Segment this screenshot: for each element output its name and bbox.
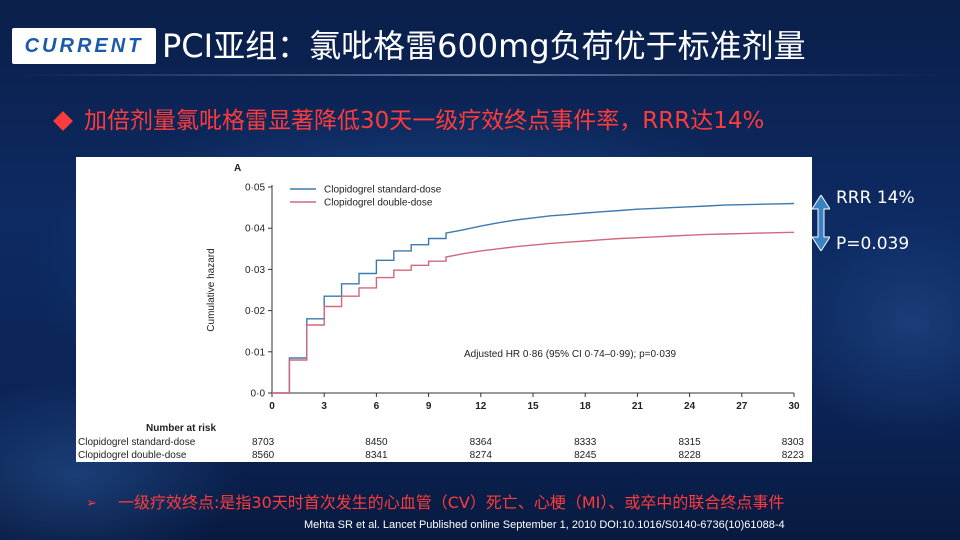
series-line-double-dose xyxy=(272,231,795,394)
series-line-standard-dose xyxy=(272,202,795,394)
x-tick-label: 21 xyxy=(632,401,644,412)
p-value-label: P=0.039 xyxy=(836,234,910,254)
risk-row-label: Clopidogrel double-dose xyxy=(78,450,187,461)
risk-table-title: Number at risk xyxy=(146,423,216,434)
risk-count: 8560 xyxy=(252,450,275,461)
y-tick-label: 0·03 xyxy=(245,265,265,276)
risk-count: 8450 xyxy=(365,437,388,448)
current-trial-logo: CURRENT xyxy=(12,28,156,64)
arrow-bullet-icon: ➢ xyxy=(86,496,97,511)
citation: Mehta SR et al. Lancet Published online … xyxy=(304,519,785,531)
risk-count: 8341 xyxy=(365,450,388,461)
hr-annotation: Adjusted HR 0·86 (95% CI 0·74–0·99); p=0… xyxy=(464,349,677,360)
slide-title: PCI亚组：氯吡格雷600mg负荷优于标准剂量 xyxy=(162,27,806,65)
risk-count: 8364 xyxy=(470,437,493,448)
risk-count: 8223 xyxy=(782,450,805,461)
risk-count: 8315 xyxy=(678,437,701,448)
x-tick-label: 0 xyxy=(269,401,275,412)
double-arrow-icon xyxy=(811,194,831,252)
risk-count: 8228 xyxy=(678,450,701,461)
x-tick-label: 12 xyxy=(475,401,487,412)
x-tick-label: 9 xyxy=(426,401,432,412)
x-tick-label: 24 xyxy=(684,401,696,412)
risk-count: 8333 xyxy=(574,437,597,448)
endpoint-definition: 一级疗效终点:是指30天时首次发生的心血管（CV）死亡、心梗（MI）、或卒中的联… xyxy=(118,493,785,512)
diamond-bullet-icon xyxy=(53,111,73,131)
logo-text: CURRENT xyxy=(24,35,144,57)
x-tick-label: 27 xyxy=(736,401,748,412)
risk-count: 8245 xyxy=(574,450,597,461)
y-tick-label: 0·05 xyxy=(245,183,265,194)
x-tick-label: 30 xyxy=(788,401,800,412)
y-tick-label: 0·04 xyxy=(245,224,265,235)
x-tick-label: 6 xyxy=(374,401,380,412)
legend-label: Clopidogrel standard-dose xyxy=(324,185,442,196)
y-tick-label: 0·0 xyxy=(251,389,266,400)
x-tick-label: 18 xyxy=(580,401,592,412)
chart-svg: A 0·0 0·01 0·02 0·03 0·04 0·05 0 3 6 9 12 15 18 21 24 27… xyxy=(78,163,805,461)
risk-count: 8703 xyxy=(252,437,275,448)
rrr-label: RRR 14% xyxy=(836,188,915,208)
risk-count: 8274 xyxy=(470,450,493,461)
y-axis-title: Cumulative hazard xyxy=(206,248,217,331)
legend-label: Clopidogrel double-dose xyxy=(324,198,433,209)
x-tick-label: 3 xyxy=(321,401,327,412)
panel-label: A xyxy=(234,163,241,174)
y-tick-label: 0·01 xyxy=(245,347,265,358)
kaplan-meier-chart: A 0·0 0·01 0·02 0·03 0·04 0·05 0 3 6 9 12 15 18 21 24 27… xyxy=(76,157,812,462)
title-divider xyxy=(16,74,944,76)
x-tick-label: 15 xyxy=(527,401,539,412)
risk-row-label: Clopidogrel standard-dose xyxy=(78,437,196,448)
y-tick-label: 0·02 xyxy=(245,306,265,317)
key-finding-text: 加倍剂量氯吡格雷显著降低30天一级疗效终点事件率，RRR达14% xyxy=(84,108,765,134)
risk-count: 8303 xyxy=(782,437,805,448)
